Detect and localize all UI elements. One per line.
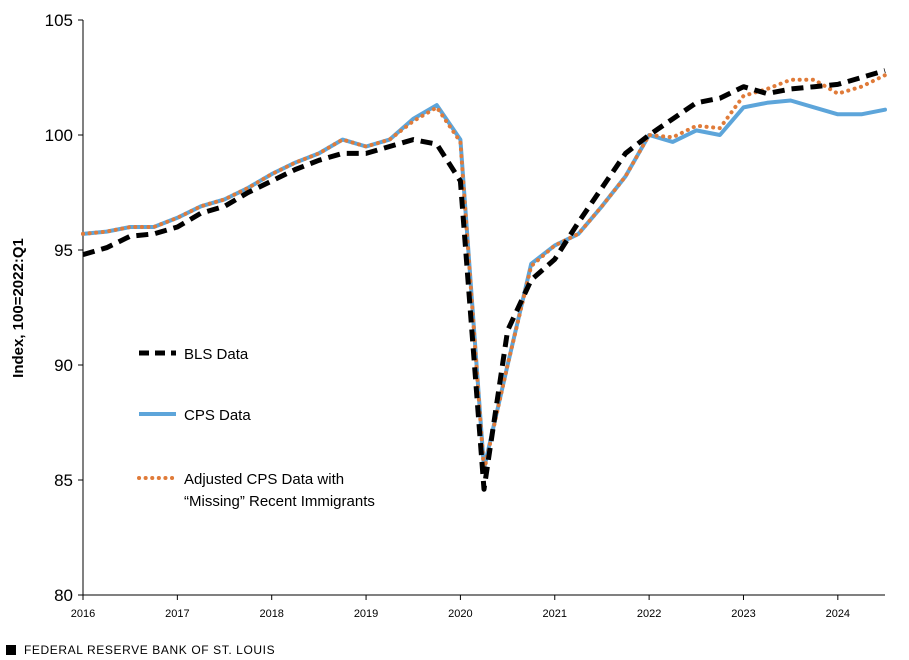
legend-label-adjusted-line1: Adjusted CPS Data with bbox=[184, 471, 344, 488]
x-tick-label: 2022 bbox=[637, 608, 661, 620]
chart-axes bbox=[82, 20, 885, 596]
x-tick-label: 2023 bbox=[731, 608, 755, 620]
series-bls-line bbox=[82, 68, 886, 492]
footer: FEDERAL RESERVE BANK OF ST. LOUIS bbox=[6, 643, 275, 657]
y-tick-label: 85 bbox=[54, 471, 73, 490]
series-layer bbox=[81, 68, 887, 492]
y-axis-label: Index, 100=2022:Q1 bbox=[10, 238, 27, 378]
footer-square-icon bbox=[6, 645, 16, 655]
footer-source: FEDERAL RESERVE BANK OF ST. LOUIS bbox=[24, 643, 276, 657]
x-tick-label: 2019 bbox=[354, 608, 378, 620]
x-tick-labels: 2016 2017 2018 2019 2020 2021 2022 2023 2024 bbox=[71, 595, 850, 620]
y-tick-label: 90 bbox=[54, 356, 73, 375]
x-tick-label: 2017 bbox=[165, 608, 189, 620]
y-tick-labels: 80 85 90 95 100 105 bbox=[45, 11, 83, 605]
y-tick-label: 80 bbox=[54, 586, 73, 605]
x-tick-label: 2016 bbox=[71, 608, 95, 620]
x-tick-label: 2020 bbox=[448, 608, 472, 620]
legend-label-adjusted-line2: “Missing” Recent Immigrants bbox=[184, 493, 375, 510]
legend-label-bls: BLS Data bbox=[184, 346, 249, 363]
y-tick-label: 95 bbox=[54, 241, 73, 260]
x-tick-label: 2024 bbox=[826, 608, 850, 620]
y-tick-label: 100 bbox=[45, 126, 73, 145]
legend-label-cps: CPS Data bbox=[184, 407, 251, 424]
x-tick-label: 2021 bbox=[543, 608, 567, 620]
x-tick-label: 2018 bbox=[259, 608, 283, 620]
legend: BLS Data CPS Data Adjusted CPS Data with… bbox=[137, 346, 375, 510]
y-tick-label: 105 bbox=[45, 11, 73, 30]
